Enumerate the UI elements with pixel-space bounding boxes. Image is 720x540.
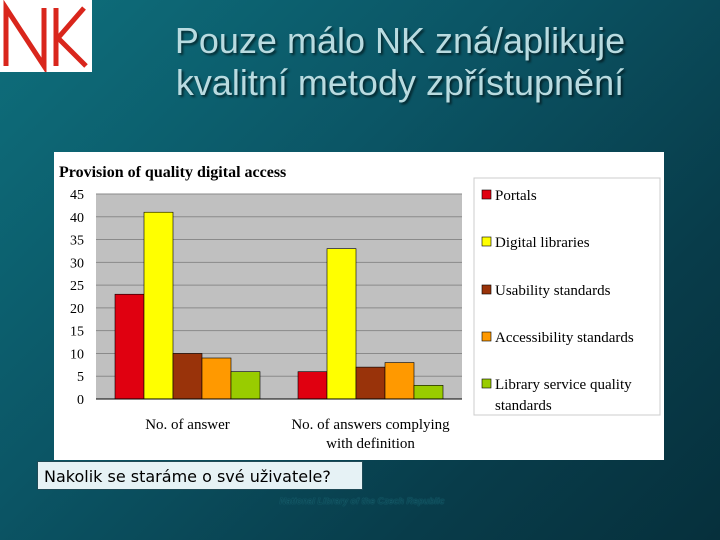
logo-k-shape (53, 6, 88, 68)
legend-box (473, 177, 661, 416)
chart-panel: Provision of quality digital access 0 5 10… (54, 152, 664, 460)
legend-label: Library service quality (495, 377, 632, 393)
y-tick-label: 20 (70, 302, 84, 317)
bar (326, 248, 357, 400)
logo-n-shape (3, 0, 47, 72)
legend-swatch (481, 284, 492, 295)
bar (143, 211, 174, 400)
legend-swatch (481, 378, 492, 389)
bar (201, 357, 232, 400)
y-tick-label: 15 (70, 325, 84, 340)
legend-swatch (481, 236, 492, 247)
legend-swatch (481, 331, 492, 342)
y-tick-label: 40 (70, 211, 84, 226)
x-tick-label: with definition (326, 436, 415, 452)
bar (355, 366, 386, 400)
legend-swatch (481, 189, 492, 200)
title-line-1: Pouze málo NK zná/aplikuje (174, 20, 626, 61)
y-tick-label: 10 (70, 347, 84, 362)
slide-caption: Nakolik se staráme o své uživatele? (37, 461, 363, 490)
y-tick-label: 30 (70, 256, 84, 271)
slide-title: Pouze málo NK zná/aplikuje kvalitní meto… (90, 20, 710, 104)
y-tick-label: 0 (77, 393, 84, 408)
nk-logo (0, 0, 92, 72)
bar (384, 362, 415, 400)
bar-chart: Provision of quality digital access 0 5 10… (59, 164, 661, 452)
x-tick-label: No. of answers complying (291, 417, 450, 433)
footer-text: National Library of the Czech Republic (279, 496, 445, 506)
y-tick-label: 45 (70, 188, 84, 203)
bar (172, 353, 203, 400)
x-tick-label: No. of answer (145, 417, 230, 433)
title-line-2: kvalitní metody zpřístupnění (175, 62, 625, 103)
nk-logo-mark (3, 0, 88, 72)
y-tick-label: 25 (70, 279, 84, 294)
y-tick-label: 35 (70, 234, 84, 249)
legend-label: Usability standards (495, 283, 611, 299)
legend-label: Digital libraries (495, 235, 590, 251)
legend-label: Portals (495, 188, 537, 204)
bar (114, 293, 145, 400)
legend-label: standards (495, 398, 552, 414)
legend-label: Accessibility standards (495, 330, 634, 346)
bar (230, 371, 261, 400)
chart-title: Provision of quality digital access (59, 164, 286, 181)
bar (297, 371, 328, 400)
bar (413, 385, 444, 400)
y-tick-label: 5 (77, 370, 84, 385)
